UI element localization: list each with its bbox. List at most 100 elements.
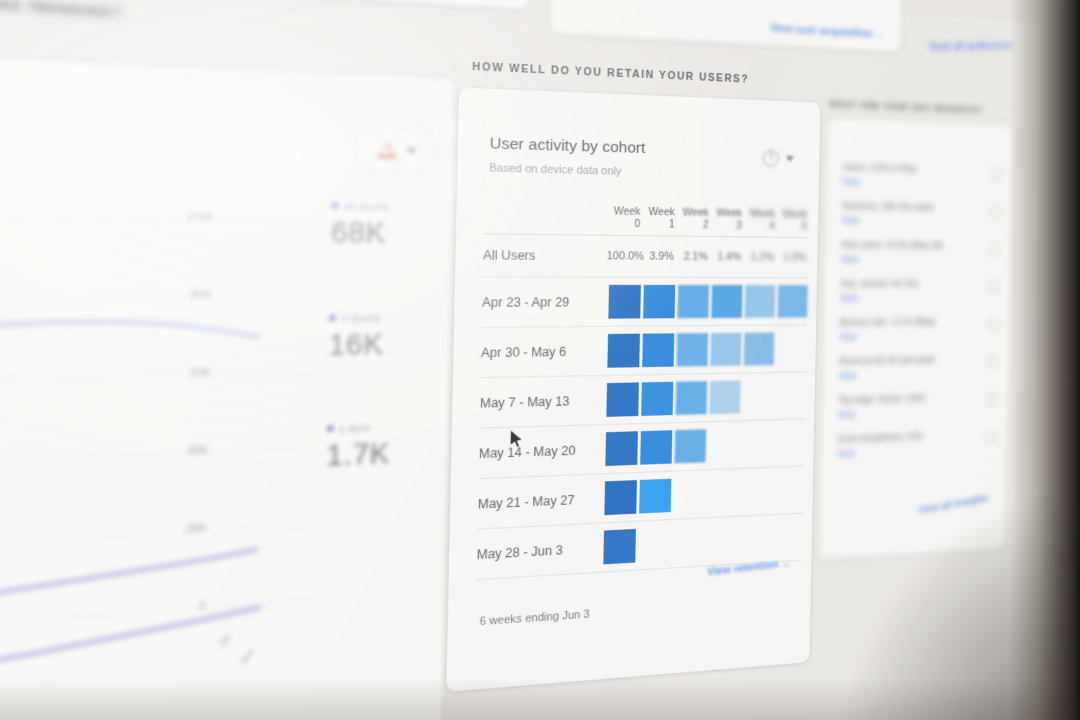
legend-label: 7 DAYS: [329, 313, 439, 326]
heatmap-slot: [740, 396, 773, 397]
insight-title: Avg. session 4m 32s: [840, 278, 919, 290]
cohort-label: May 21 - May 27: [477, 492, 575, 512]
insight-action-icon[interactable]: [989, 243, 1001, 256]
cohort-row: Apr 30 - May 6: [480, 325, 807, 379]
insight-action-icon[interactable]: [985, 430, 997, 444]
heatmap-cell: [603, 528, 636, 565]
insight-view-link[interactable]: View: [840, 292, 858, 303]
help-icon: ?: [762, 149, 779, 167]
cohort-heatmap-table: Week 0 Week 1 Week 2 Week 3 Week 4 Week 5 All …: [476, 197, 810, 581]
insight-action-icon[interactable]: [986, 393, 998, 406]
legend-dot-icon: [329, 314, 336, 322]
heatmap-slot: [771, 490, 803, 491]
insight-item[interactable]: Sessions: 24K this week View: [841, 201, 1002, 228]
insight-item[interactable]: Revenue $1.2K last week View: [838, 354, 999, 381]
heatmap-slot: [773, 395, 805, 396]
chevron-down-icon: [786, 156, 794, 162]
heatmap-slot: [708, 284, 743, 319]
insight-action-icon[interactable]: [990, 167, 1002, 181]
heatmap-cell: [640, 430, 673, 465]
card-info-button[interactable]: ?: [762, 149, 794, 168]
view-user-acquisition-label: View user acquisition: [769, 22, 873, 40]
view-user-acquisition-link[interactable]: View user acquisition →: [770, 22, 885, 40]
view-all-audiences-link[interactable]: View all audiences: [928, 39, 1012, 54]
heatmap-slot: [600, 528, 636, 565]
cohort-card-title: User activity by cohort: [489, 134, 646, 158]
heatmap-slot: [604, 333, 640, 368]
spacer: [484, 215, 607, 217]
insight-action-icon[interactable]: [987, 318, 1000, 331]
insights-section-header: WHAT ARE YOUR KEY INSIGHTS?: [829, 98, 983, 115]
heatmap-slot: [605, 284, 641, 319]
heatmap-slot: [637, 430, 673, 465]
heatmap-slot: [638, 381, 674, 416]
insights-list: Users +12% in May View Sessions: 24K this …: [828, 118, 1013, 458]
insight-view-link[interactable]: View: [838, 370, 857, 381]
metric-value: 1.7K: [325, 437, 391, 473]
retention-section-header: HOW WELL DO YOU RETAIN YOUR USERS?: [472, 60, 750, 86]
insight-view-link[interactable]: View: [841, 254, 859, 264]
heatmap-slot: [602, 431, 638, 467]
all-users-row: All Users 100.0% 3.9% 2.1% 1.4% 1.2% 1.0%: [482, 234, 809, 279]
heatmap-slot: [770, 537, 802, 539]
cohort-label: May 28 - Jun 3: [476, 542, 563, 562]
heatmap-cell: [744, 285, 776, 318]
heatmap-slot: [639, 333, 675, 368]
legend-entry: 7 DAYS 16K: [328, 313, 439, 362]
heatmap-slot: [772, 442, 804, 443]
heatmap-cell: [674, 429, 707, 464]
metric-value: 68K: [330, 216, 387, 250]
heatmap-cell: [604, 480, 637, 516]
retention-percent: 1.2%: [750, 251, 775, 264]
insight-item[interactable]: Bounce rate −2.1% (May) View: [839, 316, 1000, 342]
metric-value: 16K: [328, 328, 385, 362]
heatmap-cell: [607, 333, 640, 368]
mouse-cursor: [508, 429, 525, 448]
week-header: Week 1: [648, 205, 675, 231]
insight-item[interactable]: Users +12% in May View: [842, 162, 1002, 190]
insight-title: Top page: /home +18%: [838, 393, 926, 406]
arrow-right-icon: →: [875, 28, 886, 41]
insight-item[interactable]: Goal completions +5% View: [837, 429, 997, 459]
heatmap-slot: [704, 540, 737, 542]
insight-view-link[interactable]: View: [842, 176, 861, 187]
cohort-footer-note: 6 weeks ending Jun 3: [479, 608, 590, 629]
insight-action-icon[interactable]: [989, 205, 1002, 218]
insight-view-link[interactable]: View: [837, 409, 856, 420]
retention-percent: 3.9%: [649, 250, 674, 263]
heatmap-slot: [674, 333, 709, 367]
heatmap-cell: [709, 380, 741, 415]
insight-view-link[interactable]: View: [841, 215, 860, 226]
insight-item[interactable]: New users +8.2% (May 28) View: [841, 239, 1001, 264]
insight-view-link[interactable]: View: [837, 448, 855, 459]
heatmap-slot: [739, 444, 772, 445]
cohort-label: May 7 - May 13: [479, 393, 570, 411]
cohort-label: May 14 - May 20: [478, 442, 576, 461]
week-header: Week 3: [716, 207, 743, 232]
heatmap-cell: [777, 285, 808, 318]
heatmap-slot: [672, 429, 707, 464]
insight-title: Bounce rate −2.1% (May): [839, 316, 936, 328]
heatmap-cell: [642, 333, 675, 368]
insight-action-icon[interactable]: [988, 280, 1000, 293]
insight-action-icon[interactable]: [987, 355, 999, 369]
heatmap-cell: [608, 284, 641, 319]
insight-item[interactable]: Avg. session 4m 32s View: [840, 278, 1000, 303]
week-header: Week 0: [613, 205, 641, 231]
insight-item[interactable]: Top page: /home +18% View: [837, 392, 998, 420]
heatmap-cell: [605, 431, 638, 467]
heatmap-slot: [705, 492, 738, 493]
heatmap-slot: [601, 480, 637, 516]
heatmap-cell: [676, 333, 709, 367]
week-header-row: Week 0 Week 1 Week 2 Week 3 Week 4 Week 5: [483, 197, 810, 239]
legend-dot-icon: [331, 202, 339, 209]
heatmap-cell: [639, 478, 672, 514]
cohort-card-subtitle: Based on device data only: [489, 162, 622, 178]
all-users-label: All Users: [482, 247, 536, 263]
top-center-card: View user acquisition →: [550, 0, 904, 53]
heatmap-cell: [711, 284, 743, 319]
retention-percent: 2.1%: [683, 250, 708, 263]
insight-view-link[interactable]: View: [839, 331, 858, 342]
